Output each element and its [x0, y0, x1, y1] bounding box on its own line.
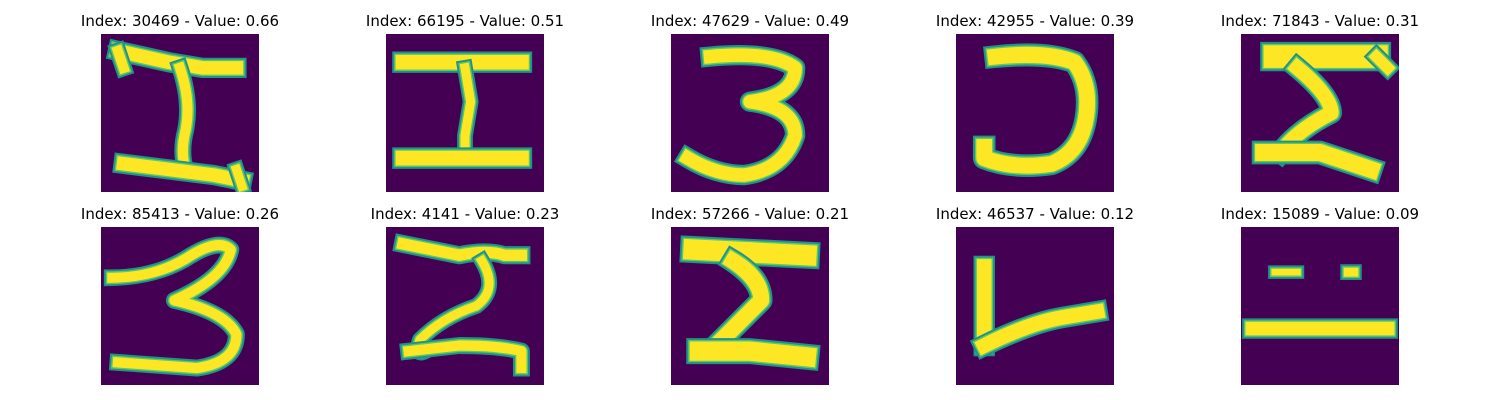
glyph-stroke — [111, 44, 130, 75]
glyph-stroke — [678, 48, 802, 182]
panel-title: Index: 30469 - Value: 0.66 — [80, 12, 280, 30]
glyph-stroke — [116, 156, 251, 189]
digit-image — [101, 227, 259, 385]
grid-panel: Index: 47629 - Value: 0.49 — [630, 10, 870, 192]
grid-panel: Index: 30469 - Value: 0.66 — [60, 10, 300, 192]
glyph-stroke — [230, 163, 248, 192]
grid-panel: Index: 57266 - Value: 0.21 — [630, 203, 870, 385]
grid-panel: Index: 71843 - Value: 0.31 — [1200, 10, 1440, 192]
panel-title: Index: 71843 - Value: 0.31 — [1220, 12, 1420, 30]
glyph-stroke — [974, 303, 1106, 356]
grid-panel: Index: 15089 - Value: 0.09 — [1200, 203, 1440, 385]
grid-panel: Index: 46537 - Value: 0.12 — [915, 203, 1155, 385]
digit-image — [1241, 34, 1399, 192]
glyph-stroke — [402, 340, 527, 374]
grid-panel: Index: 4141 - Value: 0.23 — [345, 203, 585, 385]
glyph-stroke — [1368, 48, 1396, 76]
panel-title: Index: 15089 - Value: 0.09 — [1220, 205, 1420, 223]
panel-title: Index: 46537 - Value: 0.12 — [935, 205, 1135, 223]
digit-image — [671, 34, 829, 192]
panel-title: Index: 4141 - Value: 0.23 — [370, 205, 560, 223]
panel-title: Index: 57266 - Value: 0.21 — [650, 205, 850, 223]
grid-panel: Index: 66195 - Value: 0.51 — [345, 10, 585, 192]
glyph-stroke — [1270, 57, 1339, 163]
glyph-stroke — [682, 238, 818, 266]
digit-image — [386, 227, 544, 385]
glyph-stroke — [704, 250, 770, 357]
panel-title: Index: 47629 - Value: 0.49 — [650, 12, 850, 30]
grid-panel: Index: 85413 - Value: 0.26 — [60, 203, 300, 385]
glyph-stroke — [1255, 144, 1382, 181]
digit-image — [386, 34, 544, 192]
digit-image — [956, 227, 1114, 385]
digit-image — [101, 34, 259, 192]
panel-title: Index: 85413 - Value: 0.26 — [80, 205, 280, 223]
image-background — [1241, 227, 1399, 385]
glyph-stroke — [976, 46, 1096, 174]
panel-title: Index: 42955 - Value: 0.39 — [935, 12, 1135, 30]
glyph-stroke — [173, 61, 193, 176]
digit-image — [956, 34, 1114, 192]
panel-title: Index: 66195 - Value: 0.51 — [365, 12, 565, 30]
digit-image — [671, 227, 829, 385]
glyph-stroke — [689, 341, 817, 368]
glyph-stroke — [107, 240, 242, 374]
glyph-stroke — [459, 62, 476, 163]
digit-image — [1241, 227, 1399, 385]
grid-panel: Index: 42955 - Value: 0.39 — [915, 10, 1155, 192]
